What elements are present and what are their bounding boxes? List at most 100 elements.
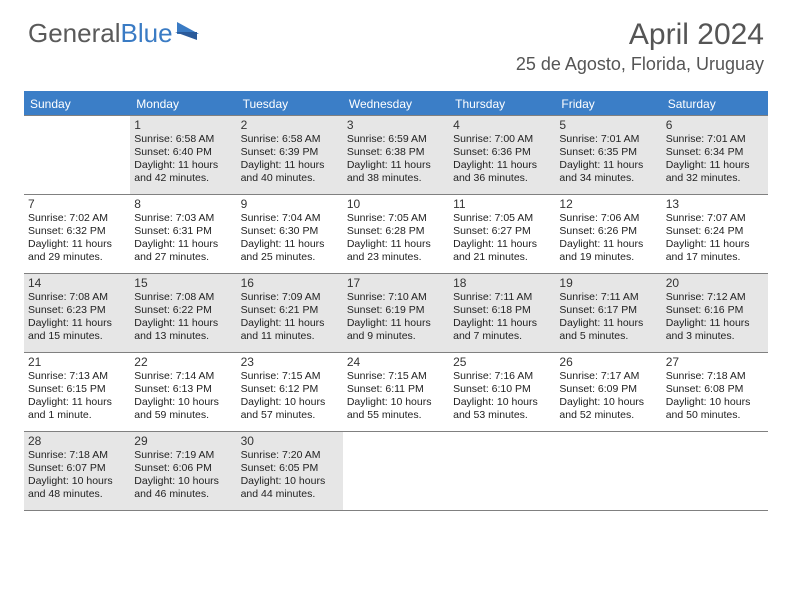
week-row: 1Sunrise: 6:58 AMSunset: 6:40 PMDaylight… bbox=[24, 115, 768, 195]
day-number: 8 bbox=[134, 197, 232, 211]
day-header-row: SundayMondayTuesdayWednesdayThursdayFrid… bbox=[24, 93, 768, 115]
day-number: 23 bbox=[241, 355, 339, 369]
empty-cell bbox=[343, 432, 449, 510]
day-info: Sunrise: 7:06 AMSunset: 6:26 PMDaylight:… bbox=[559, 212, 657, 265]
day-cell: 29Sunrise: 7:19 AMSunset: 6:06 PMDayligh… bbox=[130, 432, 236, 510]
logo: GeneralBlue bbox=[28, 18, 199, 49]
day-info: Sunrise: 7:01 AMSunset: 6:35 PMDaylight:… bbox=[559, 133, 657, 186]
day-number: 17 bbox=[347, 276, 445, 290]
empty-cell bbox=[555, 432, 661, 510]
day-number: 22 bbox=[134, 355, 232, 369]
day-info: Sunrise: 7:16 AMSunset: 6:10 PMDaylight:… bbox=[453, 370, 551, 423]
day-header: Sunday bbox=[24, 93, 130, 115]
day-info: Sunrise: 7:17 AMSunset: 6:09 PMDaylight:… bbox=[559, 370, 657, 423]
day-info: Sunrise: 7:05 AMSunset: 6:27 PMDaylight:… bbox=[453, 212, 551, 265]
day-cell: 12Sunrise: 7:06 AMSunset: 6:26 PMDayligh… bbox=[555, 195, 661, 273]
day-number: 24 bbox=[347, 355, 445, 369]
logo-text-2: Blue bbox=[121, 18, 173, 49]
day-cell: 30Sunrise: 7:20 AMSunset: 6:05 PMDayligh… bbox=[237, 432, 343, 510]
day-cell: 3Sunrise: 6:59 AMSunset: 6:38 PMDaylight… bbox=[343, 116, 449, 194]
day-header: Saturday bbox=[662, 93, 768, 115]
day-info: Sunrise: 7:18 AMSunset: 6:07 PMDaylight:… bbox=[28, 449, 126, 502]
empty-cell bbox=[449, 432, 555, 510]
day-number: 3 bbox=[347, 118, 445, 132]
week-row: 14Sunrise: 7:08 AMSunset: 6:23 PMDayligh… bbox=[24, 274, 768, 353]
day-cell: 1Sunrise: 6:58 AMSunset: 6:40 PMDaylight… bbox=[130, 116, 236, 194]
day-header: Tuesday bbox=[237, 93, 343, 115]
day-info: Sunrise: 7:13 AMSunset: 6:15 PMDaylight:… bbox=[28, 370, 126, 423]
day-cell: 28Sunrise: 7:18 AMSunset: 6:07 PMDayligh… bbox=[24, 432, 130, 510]
day-info: Sunrise: 7:08 AMSunset: 6:22 PMDaylight:… bbox=[134, 291, 232, 344]
day-number: 1 bbox=[134, 118, 232, 132]
logo-text-1: General bbox=[28, 18, 121, 49]
day-number: 27 bbox=[666, 355, 764, 369]
day-number: 12 bbox=[559, 197, 657, 211]
day-info: Sunrise: 7:05 AMSunset: 6:28 PMDaylight:… bbox=[347, 212, 445, 265]
week-row: 7Sunrise: 7:02 AMSunset: 6:32 PMDaylight… bbox=[24, 195, 768, 274]
day-cell: 9Sunrise: 7:04 AMSunset: 6:30 PMDaylight… bbox=[237, 195, 343, 273]
day-number: 10 bbox=[347, 197, 445, 211]
day-cell: 5Sunrise: 7:01 AMSunset: 6:35 PMDaylight… bbox=[555, 116, 661, 194]
day-number: 29 bbox=[134, 434, 232, 448]
empty-cell bbox=[662, 432, 768, 510]
day-cell: 8Sunrise: 7:03 AMSunset: 6:31 PMDaylight… bbox=[130, 195, 236, 273]
day-info: Sunrise: 7:12 AMSunset: 6:16 PMDaylight:… bbox=[666, 291, 764, 344]
location-subtitle: 25 de Agosto, Florida, Uruguay bbox=[516, 54, 764, 75]
day-number: 15 bbox=[134, 276, 232, 290]
day-info: Sunrise: 7:15 AMSunset: 6:12 PMDaylight:… bbox=[241, 370, 339, 423]
day-info: Sunrise: 7:07 AMSunset: 6:24 PMDaylight:… bbox=[666, 212, 764, 265]
day-info: Sunrise: 7:11 AMSunset: 6:18 PMDaylight:… bbox=[453, 291, 551, 344]
day-cell: 15Sunrise: 7:08 AMSunset: 6:22 PMDayligh… bbox=[130, 274, 236, 352]
day-cell: 11Sunrise: 7:05 AMSunset: 6:27 PMDayligh… bbox=[449, 195, 555, 273]
day-number: 14 bbox=[28, 276, 126, 290]
day-cell: 22Sunrise: 7:14 AMSunset: 6:13 PMDayligh… bbox=[130, 353, 236, 431]
day-number: 2 bbox=[241, 118, 339, 132]
day-number: 19 bbox=[559, 276, 657, 290]
day-info: Sunrise: 7:09 AMSunset: 6:21 PMDaylight:… bbox=[241, 291, 339, 344]
empty-cell bbox=[24, 116, 130, 194]
week-row: 21Sunrise: 7:13 AMSunset: 6:15 PMDayligh… bbox=[24, 353, 768, 432]
day-info: Sunrise: 7:10 AMSunset: 6:19 PMDaylight:… bbox=[347, 291, 445, 344]
day-header: Friday bbox=[555, 93, 661, 115]
day-cell: 21Sunrise: 7:13 AMSunset: 6:15 PMDayligh… bbox=[24, 353, 130, 431]
day-info: Sunrise: 6:59 AMSunset: 6:38 PMDaylight:… bbox=[347, 133, 445, 186]
day-info: Sunrise: 7:20 AMSunset: 6:05 PMDaylight:… bbox=[241, 449, 339, 502]
day-cell: 17Sunrise: 7:10 AMSunset: 6:19 PMDayligh… bbox=[343, 274, 449, 352]
day-cell: 20Sunrise: 7:12 AMSunset: 6:16 PMDayligh… bbox=[662, 274, 768, 352]
day-info: Sunrise: 7:03 AMSunset: 6:31 PMDaylight:… bbox=[134, 212, 232, 265]
day-info: Sunrise: 7:19 AMSunset: 6:06 PMDaylight:… bbox=[134, 449, 232, 502]
day-number: 13 bbox=[666, 197, 764, 211]
day-info: Sunrise: 7:04 AMSunset: 6:30 PMDaylight:… bbox=[241, 212, 339, 265]
day-cell: 6Sunrise: 7:01 AMSunset: 6:34 PMDaylight… bbox=[662, 116, 768, 194]
day-info: Sunrise: 6:58 AMSunset: 6:39 PMDaylight:… bbox=[241, 133, 339, 186]
week-row: 28Sunrise: 7:18 AMSunset: 6:07 PMDayligh… bbox=[24, 432, 768, 511]
day-info: Sunrise: 6:58 AMSunset: 6:40 PMDaylight:… bbox=[134, 133, 232, 186]
day-number: 25 bbox=[453, 355, 551, 369]
day-cell: 19Sunrise: 7:11 AMSunset: 6:17 PMDayligh… bbox=[555, 274, 661, 352]
day-number: 28 bbox=[28, 434, 126, 448]
day-cell: 18Sunrise: 7:11 AMSunset: 6:18 PMDayligh… bbox=[449, 274, 555, 352]
day-info: Sunrise: 7:11 AMSunset: 6:17 PMDaylight:… bbox=[559, 291, 657, 344]
day-cell: 26Sunrise: 7:17 AMSunset: 6:09 PMDayligh… bbox=[555, 353, 661, 431]
day-info: Sunrise: 7:18 AMSunset: 6:08 PMDaylight:… bbox=[666, 370, 764, 423]
day-number: 6 bbox=[666, 118, 764, 132]
day-number: 4 bbox=[453, 118, 551, 132]
day-cell: 23Sunrise: 7:15 AMSunset: 6:12 PMDayligh… bbox=[237, 353, 343, 431]
day-number: 21 bbox=[28, 355, 126, 369]
day-cell: 2Sunrise: 6:58 AMSunset: 6:39 PMDaylight… bbox=[237, 116, 343, 194]
day-header: Thursday bbox=[449, 93, 555, 115]
day-cell: 16Sunrise: 7:09 AMSunset: 6:21 PMDayligh… bbox=[237, 274, 343, 352]
day-number: 11 bbox=[453, 197, 551, 211]
title-block: April 2024 25 de Agosto, Florida, Urugua… bbox=[516, 18, 764, 75]
day-info: Sunrise: 7:01 AMSunset: 6:34 PMDaylight:… bbox=[666, 133, 764, 186]
day-info: Sunrise: 7:02 AMSunset: 6:32 PMDaylight:… bbox=[28, 212, 126, 265]
day-number: 5 bbox=[559, 118, 657, 132]
day-info: Sunrise: 7:15 AMSunset: 6:11 PMDaylight:… bbox=[347, 370, 445, 423]
day-number: 20 bbox=[666, 276, 764, 290]
calendar: SundayMondayTuesdayWednesdayThursdayFrid… bbox=[24, 91, 768, 511]
day-cell: 27Sunrise: 7:18 AMSunset: 6:08 PMDayligh… bbox=[662, 353, 768, 431]
day-cell: 24Sunrise: 7:15 AMSunset: 6:11 PMDayligh… bbox=[343, 353, 449, 431]
day-header: Wednesday bbox=[343, 93, 449, 115]
day-cell: 14Sunrise: 7:08 AMSunset: 6:23 PMDayligh… bbox=[24, 274, 130, 352]
day-number: 30 bbox=[241, 434, 339, 448]
